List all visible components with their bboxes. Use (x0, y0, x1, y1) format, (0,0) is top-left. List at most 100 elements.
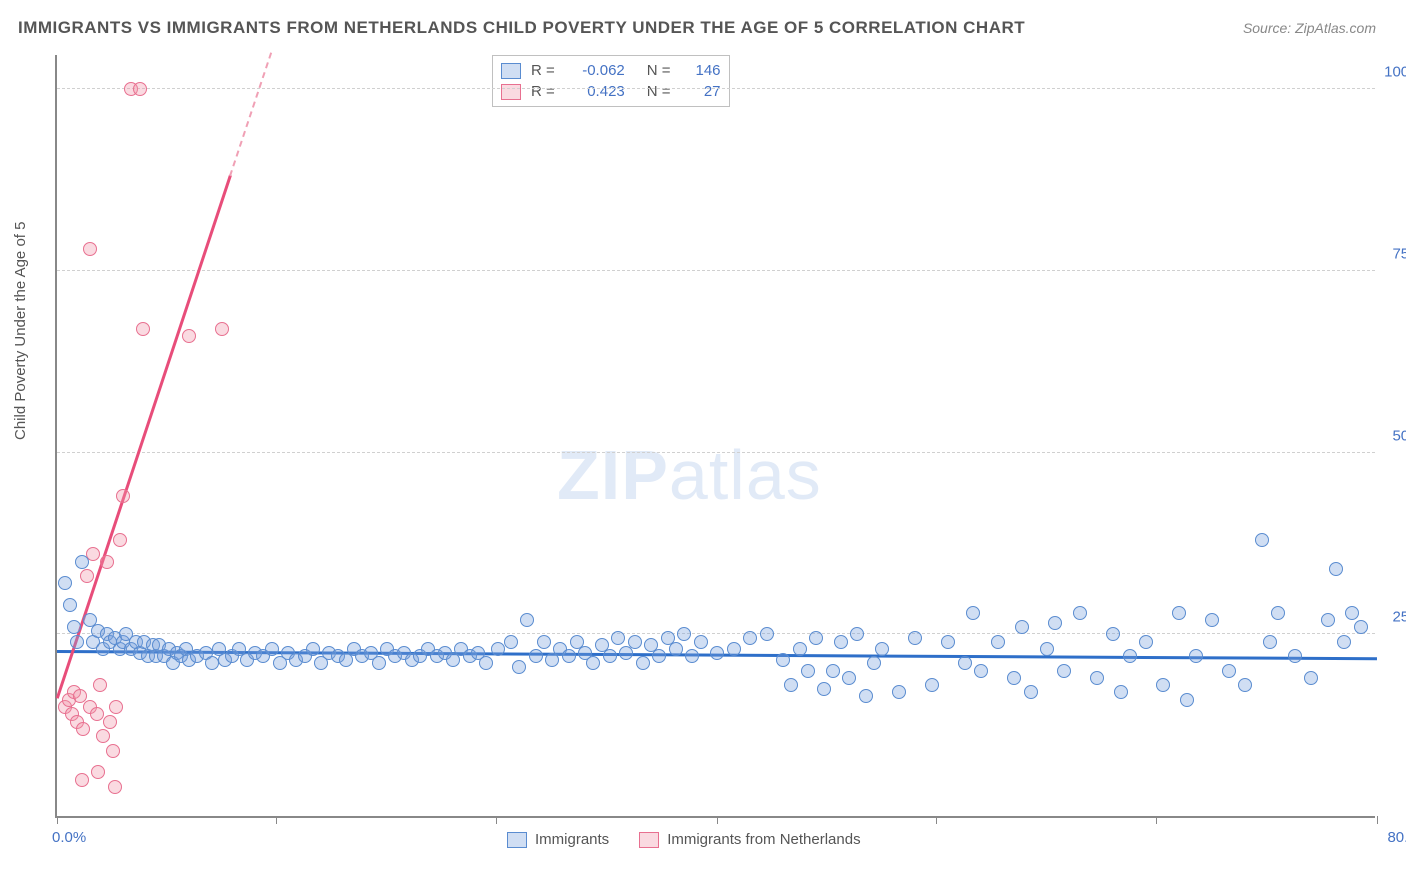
data-point (306, 642, 320, 656)
data-point (529, 649, 543, 663)
data-point (991, 635, 1005, 649)
x-tick (936, 816, 937, 824)
data-point (628, 635, 642, 649)
data-point (850, 627, 864, 641)
legend-n-label: N = (647, 62, 671, 79)
data-point (182, 329, 196, 343)
data-point (694, 635, 708, 649)
data-point (1337, 635, 1351, 649)
x-tick (276, 816, 277, 824)
x-tick-label: 80.0% (1387, 829, 1406, 846)
data-point (100, 555, 114, 569)
data-point (801, 664, 815, 678)
data-point (1040, 642, 1054, 656)
source-attribution: Source: ZipAtlas.com (1243, 20, 1376, 36)
data-point (793, 642, 807, 656)
legend-swatch (639, 832, 659, 848)
legend-label: Immigrants from Netherlands (667, 831, 860, 848)
data-point (83, 242, 97, 256)
data-point (1189, 649, 1203, 663)
legend-n-value: 27 (681, 83, 721, 100)
legend-r-label: R = (531, 62, 555, 79)
data-point (479, 656, 493, 670)
data-point (636, 656, 650, 670)
data-point (1090, 671, 1104, 685)
y-axis-label: Child Poverty Under the Age of 5 (12, 222, 29, 440)
data-point (1007, 671, 1021, 685)
data-point (743, 631, 757, 645)
legend-swatch (501, 63, 521, 79)
data-point (116, 489, 130, 503)
legend-swatch (501, 84, 521, 100)
y-tick-label: 25.0% (1392, 609, 1406, 626)
correlation-legend: R = -0.062 N = 146R = 0.423 N = 27 (492, 55, 730, 107)
watermark-atlas: atlas (669, 436, 822, 514)
legend-swatch (507, 832, 527, 848)
data-point (1238, 678, 1252, 692)
data-point (1271, 606, 1285, 620)
data-point (925, 678, 939, 692)
legend-item: Immigrants (507, 831, 609, 848)
data-point (75, 555, 89, 569)
data-point (1172, 606, 1186, 620)
data-point (875, 642, 889, 656)
legend-r-value: 0.423 (565, 83, 625, 100)
data-point (76, 722, 90, 736)
gridline (57, 452, 1375, 453)
legend-label: Immigrants (535, 831, 609, 848)
legend-row: R = -0.062 N = 146 (501, 60, 721, 81)
data-point (1180, 693, 1194, 707)
data-point (1073, 606, 1087, 620)
data-point (842, 671, 856, 685)
y-tick-label: 100.0% (1384, 64, 1406, 81)
legend-r-value: -0.062 (565, 62, 625, 79)
legend-row: R =0.423N =27 (501, 81, 721, 102)
x-tick (57, 816, 58, 824)
data-point (93, 678, 107, 692)
data-point (1057, 664, 1071, 678)
data-point (966, 606, 980, 620)
data-point (1015, 620, 1029, 634)
gridline (57, 633, 1375, 634)
data-point (958, 656, 972, 670)
data-point (1263, 635, 1277, 649)
data-point (1345, 606, 1359, 620)
data-point (108, 780, 122, 794)
legend-item: Immigrants from Netherlands (639, 831, 860, 848)
data-point (63, 598, 77, 612)
data-point (1123, 649, 1137, 663)
legend-n-value: 146 (681, 62, 721, 79)
trend-line (229, 52, 272, 176)
data-point (603, 649, 617, 663)
data-point (265, 642, 279, 656)
data-point (834, 635, 848, 649)
data-point (215, 322, 229, 336)
data-point (67, 620, 81, 634)
legend-n-label: N = (647, 83, 671, 100)
x-tick (1156, 816, 1157, 824)
data-point (103, 715, 117, 729)
data-point (1139, 635, 1153, 649)
data-point (760, 627, 774, 641)
y-tick-label: 50.0% (1392, 427, 1406, 444)
data-point (908, 631, 922, 645)
data-point (1354, 620, 1368, 634)
chart-title: IMMIGRANTS VS IMMIGRANTS FROM NETHERLAND… (18, 18, 1025, 38)
data-point (941, 635, 955, 649)
data-point (96, 729, 110, 743)
data-point (1024, 685, 1038, 699)
data-point (1255, 533, 1269, 547)
data-point (784, 678, 798, 692)
data-point (892, 685, 906, 699)
data-point (611, 631, 625, 645)
data-point (1048, 616, 1062, 630)
data-point (1114, 685, 1128, 699)
y-tick-label: 75.0% (1392, 246, 1406, 263)
data-point (685, 649, 699, 663)
x-tick-label: 0.0% (52, 829, 86, 846)
data-point (58, 576, 72, 590)
gridline (57, 270, 1375, 271)
x-tick (496, 816, 497, 824)
data-point (1288, 649, 1302, 663)
data-point (106, 744, 120, 758)
